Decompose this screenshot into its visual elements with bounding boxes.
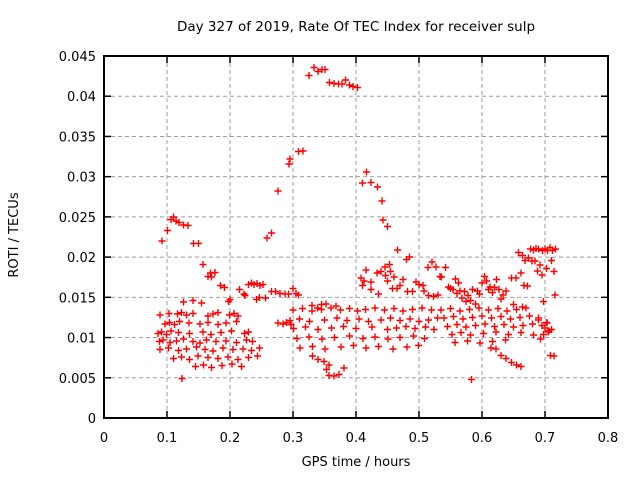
x-tick-label: 0.4 [346,431,367,446]
y-tick-label: 0.045 [59,50,96,65]
plot-border [103,55,609,419]
y-tick-label: 0.025 [59,211,96,226]
x-tick-label: 0 [100,431,108,446]
x-tick-label: 0.2 [220,431,241,446]
x-tick-label: 0.3 [283,431,304,446]
x-tick-label: 0.6 [472,431,493,446]
chart-title: Day 327 of 2019, Rate Of TEC Index for r… [177,19,535,35]
x-tick-label: 0.5 [409,431,430,446]
y-tick-label: 0.04 [67,90,96,105]
y-tick-label: 0.035 [59,130,96,145]
y-tick-label: 0 [88,412,96,427]
y-tick-label: 0.01 [67,332,96,347]
x-axis-label: GPS time / hours [302,455,411,470]
y-tick-label: 0.02 [67,251,96,266]
y-axis-label: ROTI / TECUs [7,192,22,277]
y-tick-label: 0.005 [59,372,96,387]
x-tick-label: 0.7 [535,431,556,446]
axis-ticks-and-labels: 0 0.1 0.2 0.3 0.4 0.5 0.6 0.7 0.8 0 0.005 0.01 0.015… [59,50,619,446]
y-tick-label: 0.015 [59,291,96,306]
y-tick-label: 0.03 [67,171,96,186]
x-tick-label: 0.1 [157,431,178,446]
data-points [154,64,559,383]
plot-frame [103,55,609,419]
x-tick-label: 0.8 [598,431,619,446]
grid-lines [104,56,608,418]
scatter-plus-markers [154,64,559,383]
